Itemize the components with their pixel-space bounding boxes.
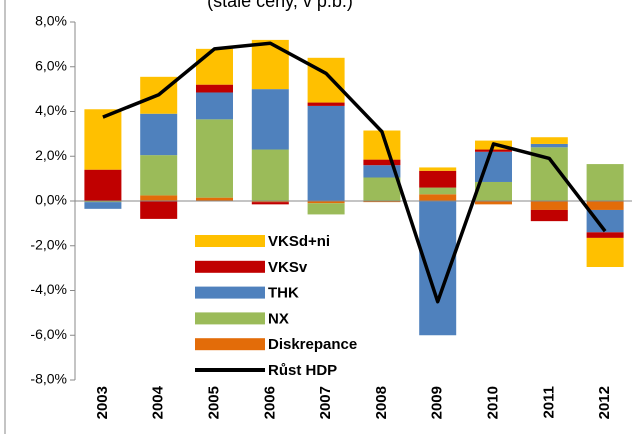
x-tick-label: 2006 xyxy=(261,386,278,419)
bar-segment xyxy=(196,48,233,85)
y-tick-label: 8,0% xyxy=(35,13,67,29)
legend-swatch xyxy=(195,260,265,273)
bar-segment xyxy=(251,89,289,150)
bar-segment xyxy=(307,102,345,106)
x-tick-label: 2005 xyxy=(205,386,222,419)
legend-label: Diskrepance xyxy=(268,336,357,353)
bar-segment xyxy=(251,149,289,201)
bar-segment xyxy=(586,237,624,268)
bar-segment xyxy=(307,105,345,201)
y-tick-label: 4,0% xyxy=(35,102,67,118)
y-tick-label: -2,0% xyxy=(30,236,67,252)
bar-segment xyxy=(84,202,122,209)
x-tick-label: 2004 xyxy=(150,385,167,419)
bar-segment xyxy=(84,169,122,201)
bar-segment xyxy=(251,201,289,203)
x-tick-label: 2007 xyxy=(317,386,334,419)
bar-segment xyxy=(84,201,122,203)
bar-segment xyxy=(530,137,568,144)
bar-segment xyxy=(251,202,289,205)
legend-label: NX xyxy=(268,310,289,327)
bar-segment xyxy=(140,195,178,201)
y-tick-label: -6,0% xyxy=(30,326,67,342)
bar-segment xyxy=(475,149,512,152)
bar-segment xyxy=(419,167,457,171)
x-tick-label: 2011 xyxy=(540,386,557,419)
bar-segment xyxy=(307,203,345,215)
x-tick-label: 2010 xyxy=(484,386,501,419)
legend-label: VKSv xyxy=(268,259,308,276)
bar-segment xyxy=(419,194,457,201)
bar-segment xyxy=(586,209,624,233)
legend-label: VKSd+ni xyxy=(268,233,330,250)
y-tick-label: 2,0% xyxy=(35,147,67,163)
x-tick-label: 2008 xyxy=(373,386,390,419)
bar-segment xyxy=(530,209,568,222)
x-tick-label: 2012 xyxy=(596,386,613,419)
bar-segment xyxy=(363,177,401,201)
bar-segment xyxy=(140,113,178,156)
chart-subtitle: (stálé ceny, v p.b.) xyxy=(207,0,353,11)
y-tick-label: 6,0% xyxy=(35,57,67,73)
legend-label: THK xyxy=(268,285,299,302)
bar-segment xyxy=(363,165,401,178)
y-tick-label: 0,0% xyxy=(35,192,67,208)
y-tick-label: -4,0% xyxy=(30,281,67,297)
bar-segment xyxy=(586,164,624,201)
bar-segment xyxy=(475,201,512,205)
bar-segment xyxy=(84,109,122,170)
legend-label: Růst HDP xyxy=(268,362,337,379)
bar-segment xyxy=(196,92,233,120)
line-series xyxy=(102,41,607,304)
legend-swatch xyxy=(195,286,265,299)
bar-segment xyxy=(196,119,233,198)
bar-segment xyxy=(196,197,233,201)
bar-segment xyxy=(140,201,178,219)
bar-segment xyxy=(586,232,624,238)
legend-swatch xyxy=(195,312,265,325)
bar-segment xyxy=(530,143,568,148)
bar-segment xyxy=(140,155,178,196)
bar-segment xyxy=(307,201,345,204)
legend-swatch xyxy=(195,338,265,351)
bar-segment xyxy=(475,181,512,201)
bar-segment xyxy=(419,187,457,195)
chart-frame xyxy=(4,0,6,434)
bar-segment xyxy=(196,84,233,93)
bar-segment xyxy=(251,39,289,90)
y-tick-label: -8,0% xyxy=(30,371,67,387)
legend-swatch xyxy=(195,235,265,247)
bar-segment xyxy=(363,159,401,166)
x-tick-label: 2003 xyxy=(94,386,111,419)
bar-segment xyxy=(586,201,624,210)
bar-segment xyxy=(419,170,457,188)
bar-segment xyxy=(530,201,568,210)
bar-segment xyxy=(363,201,401,203)
x-tick-label: 2009 xyxy=(429,386,446,419)
